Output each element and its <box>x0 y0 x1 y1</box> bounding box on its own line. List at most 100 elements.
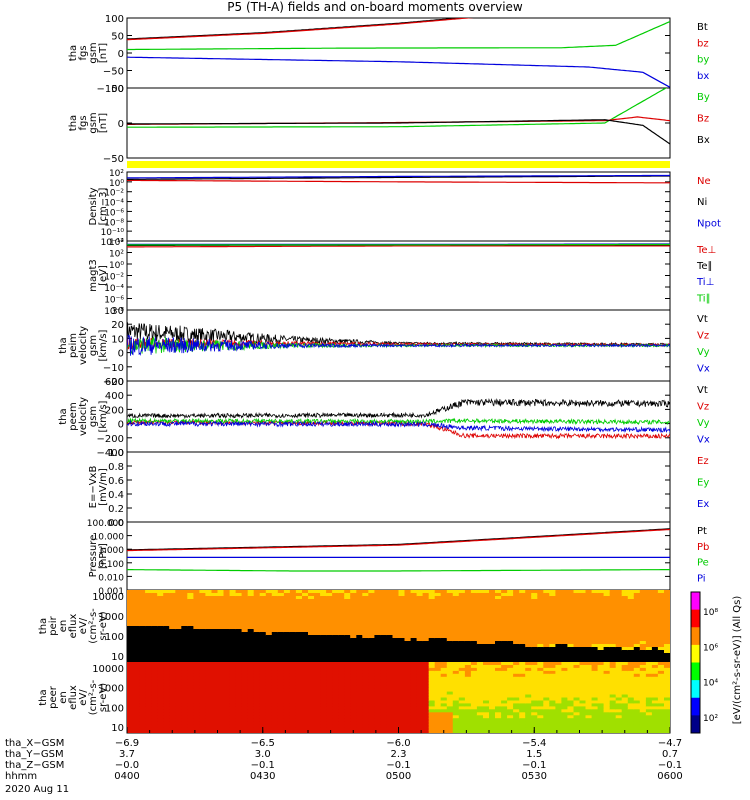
heatmap-cell <box>145 715 152 719</box>
heatmap-cell <box>175 611 182 615</box>
heatmap-cell <box>139 667 146 672</box>
heatmap-cell <box>495 706 502 710</box>
heatmap-cell <box>362 602 369 606</box>
heatmap-cell <box>404 617 412 621</box>
heatmap-cell <box>181 730 188 733</box>
heatmap-cell <box>211 691 219 696</box>
heatmap-cell <box>127 685 134 690</box>
heatmap-cell <box>664 614 670 618</box>
heatmap-cell <box>525 653 532 657</box>
heatmap-cell <box>422 608 430 612</box>
heatmap-cell <box>380 673 387 678</box>
heatmap-cell <box>127 679 134 684</box>
heatmap-cell <box>507 667 514 672</box>
heatmap-cell <box>151 653 158 657</box>
heatmap-cell <box>597 682 605 687</box>
heatmap-cell <box>470 667 478 672</box>
heatmap-cell <box>428 617 436 621</box>
heatmap-cell <box>428 724 436 728</box>
heatmap-cell <box>332 676 339 681</box>
heatmap-cell <box>597 641 605 645</box>
heatmap-cell <box>187 629 194 633</box>
heatmap-cell <box>229 715 237 719</box>
heatmap-cell <box>374 712 381 716</box>
heatmap-cell <box>639 632 647 636</box>
heatmap-cell <box>573 614 581 618</box>
heatmap-cell <box>537 682 544 687</box>
heatmap-cell <box>603 659 611 662</box>
heatmap-cell <box>217 629 225 633</box>
heatmap-cell <box>380 644 387 648</box>
heatmap-cell <box>543 635 550 639</box>
heatmap-cell <box>175 665 182 669</box>
heatmap-cell <box>308 718 315 722</box>
heatmap-cell <box>597 718 605 722</box>
heatmap-cell <box>217 730 225 733</box>
heatmap-cell <box>265 730 273 733</box>
heatmap-cell <box>597 602 605 606</box>
heatmap-cell <box>151 635 158 639</box>
heatmap-cell <box>247 608 255 612</box>
heatmap-cell <box>344 647 351 651</box>
heatmap-cell <box>187 620 194 624</box>
heatmap-cell <box>368 721 375 725</box>
heatmap-cell <box>133 611 140 615</box>
heatmap-cell <box>157 623 164 627</box>
heatmap-cell <box>489 590 496 594</box>
heatmap-cell <box>295 697 303 702</box>
heatmap-cell <box>537 617 544 621</box>
heatmap-cell <box>597 659 605 662</box>
heatmap-cell <box>410 709 418 713</box>
heatmap-cell <box>428 712 436 716</box>
heatmap-cell <box>271 647 279 651</box>
heatmap-cell <box>320 644 327 648</box>
heatmap-cell <box>229 709 237 713</box>
heatmap-cell <box>392 667 400 672</box>
heatmap-cell <box>458 614 466 618</box>
heatmap-cell <box>386 605 393 609</box>
heatmap-cell <box>175 727 182 731</box>
heatmap-cell <box>627 718 635 722</box>
heatmap-cell <box>199 629 206 633</box>
heatmap-cell <box>458 676 466 681</box>
heatmap-cell <box>283 635 291 639</box>
heatmap-cell <box>181 605 188 609</box>
heatmap-cell <box>350 727 357 731</box>
heatmap-cell <box>657 638 665 642</box>
y-tick-label: 10⁻⁴ <box>104 284 124 294</box>
heatmap-cell <box>567 596 574 600</box>
heatmap-cell <box>362 635 369 639</box>
heatmap-cell <box>657 685 665 690</box>
heatmap-cell <box>314 709 321 713</box>
heatmap-cell <box>549 614 556 618</box>
heatmap-cell <box>597 593 605 597</box>
heatmap-cell <box>289 650 297 654</box>
heatmap-cell <box>609 611 617 615</box>
heatmap-cell <box>247 638 255 642</box>
heatmap-cell <box>289 691 297 696</box>
heatmap-cell <box>489 602 496 606</box>
heatmap-cell <box>295 644 303 648</box>
heatmap-cell <box>573 706 581 710</box>
heatmap-cell <box>525 673 532 678</box>
heatmap-cell <box>537 694 544 699</box>
heatmap-cell <box>326 596 333 600</box>
heatmap-cell <box>187 682 194 687</box>
heatmap-cell <box>633 599 641 603</box>
heatmap-cell <box>392 617 400 621</box>
heatmap-cell <box>398 694 406 699</box>
x-row-value: −6.9 <box>115 738 139 749</box>
heatmap-cell <box>163 670 170 675</box>
heatmap-cell <box>585 611 593 615</box>
heatmap-cell <box>434 730 442 733</box>
heatmap-cell <box>277 688 285 693</box>
heatmap-cell <box>410 590 418 594</box>
heatmap-cell <box>344 667 351 672</box>
heatmap-cell <box>289 593 297 597</box>
heatmap-cell <box>392 709 400 713</box>
heatmap-cell <box>633 620 641 624</box>
heatmap-cell <box>609 623 617 627</box>
heatmap-cell <box>374 706 381 710</box>
heatmap-cell <box>591 673 599 678</box>
heatmap-cell <box>664 653 670 657</box>
